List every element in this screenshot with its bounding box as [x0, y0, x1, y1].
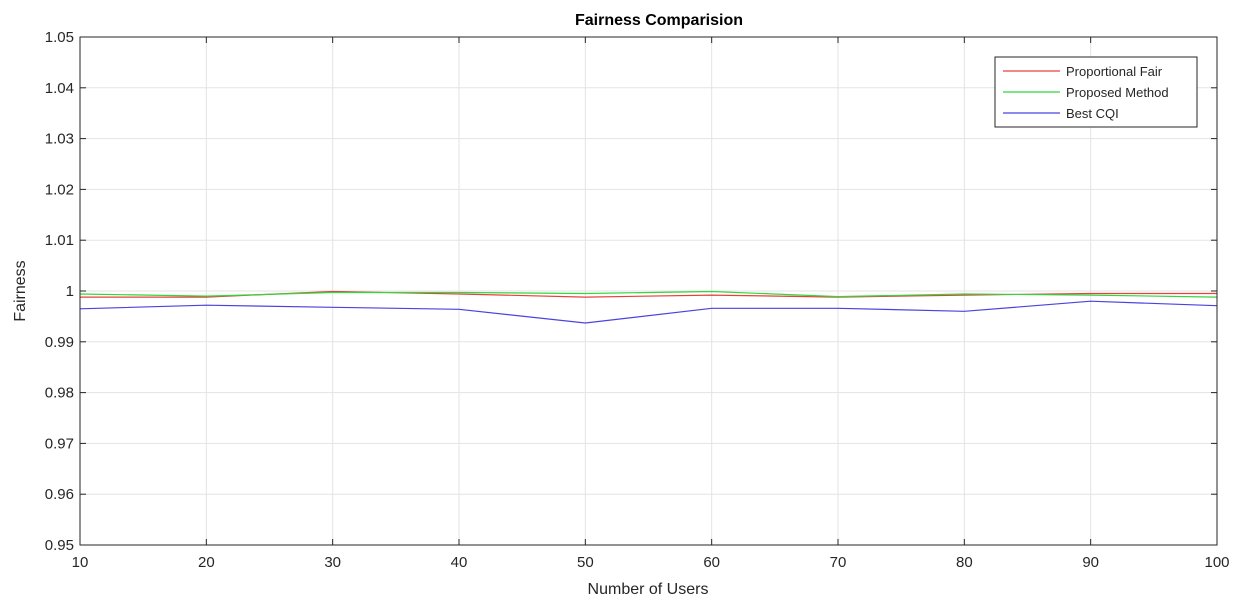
x-tick-label: 90 [1082, 554, 1099, 571]
legend-label-proportional-fair: Proportional Fair [1066, 64, 1163, 79]
y-tick-label: 0.95 [45, 537, 74, 554]
axis-ticks: 10 20 30 40 50 60 70 80 90 100 0.95 0.96 0.97 0.98 0.9… [45, 29, 1230, 571]
legend-label-proposed-method: Proposed Method [1066, 85, 1169, 100]
series-line-best-cqi [79, 300, 1218, 324]
y-tick-label: 0.96 [45, 486, 74, 503]
y-tick-label: 0.97 [45, 435, 74, 452]
y-axis-label: Fairness [12, 260, 29, 321]
x-tick-label: 50 [577, 554, 594, 571]
y-tick-label: 1.03 [45, 131, 74, 148]
x-axis-label: Number of Users [588, 581, 709, 598]
y-tick-label: 0.98 [45, 385, 74, 402]
chart-title: Fairness Comparision [575, 12, 743, 29]
x-tick-label: 30 [324, 554, 341, 571]
legend-label-best-cqi: Best CQI [1066, 106, 1119, 121]
y-tick-label: 1.02 [45, 181, 74, 198]
y-tick-label: 1.04 [45, 80, 74, 97]
series-line-proposed-method [79, 290, 1218, 298]
x-tick-label: 10 [72, 554, 89, 571]
x-tick-label: 20 [198, 554, 215, 571]
legend: Proportional Fair Proposed Method Best CQI [994, 56, 1198, 128]
y-tick-label: 1.05 [45, 29, 74, 46]
x-tick-label: 100 [1204, 554, 1229, 571]
x-tick-label: 70 [830, 554, 847, 571]
y-tick-label: 0.99 [45, 334, 74, 351]
x-tick-label: 60 [703, 554, 720, 571]
series-lines [79, 290, 1218, 324]
y-tick-label: 1.01 [45, 232, 74, 249]
x-tick-label: 40 [451, 554, 468, 571]
y-tick-label: 1 [66, 283, 74, 300]
x-tick-label: 80 [956, 554, 973, 571]
